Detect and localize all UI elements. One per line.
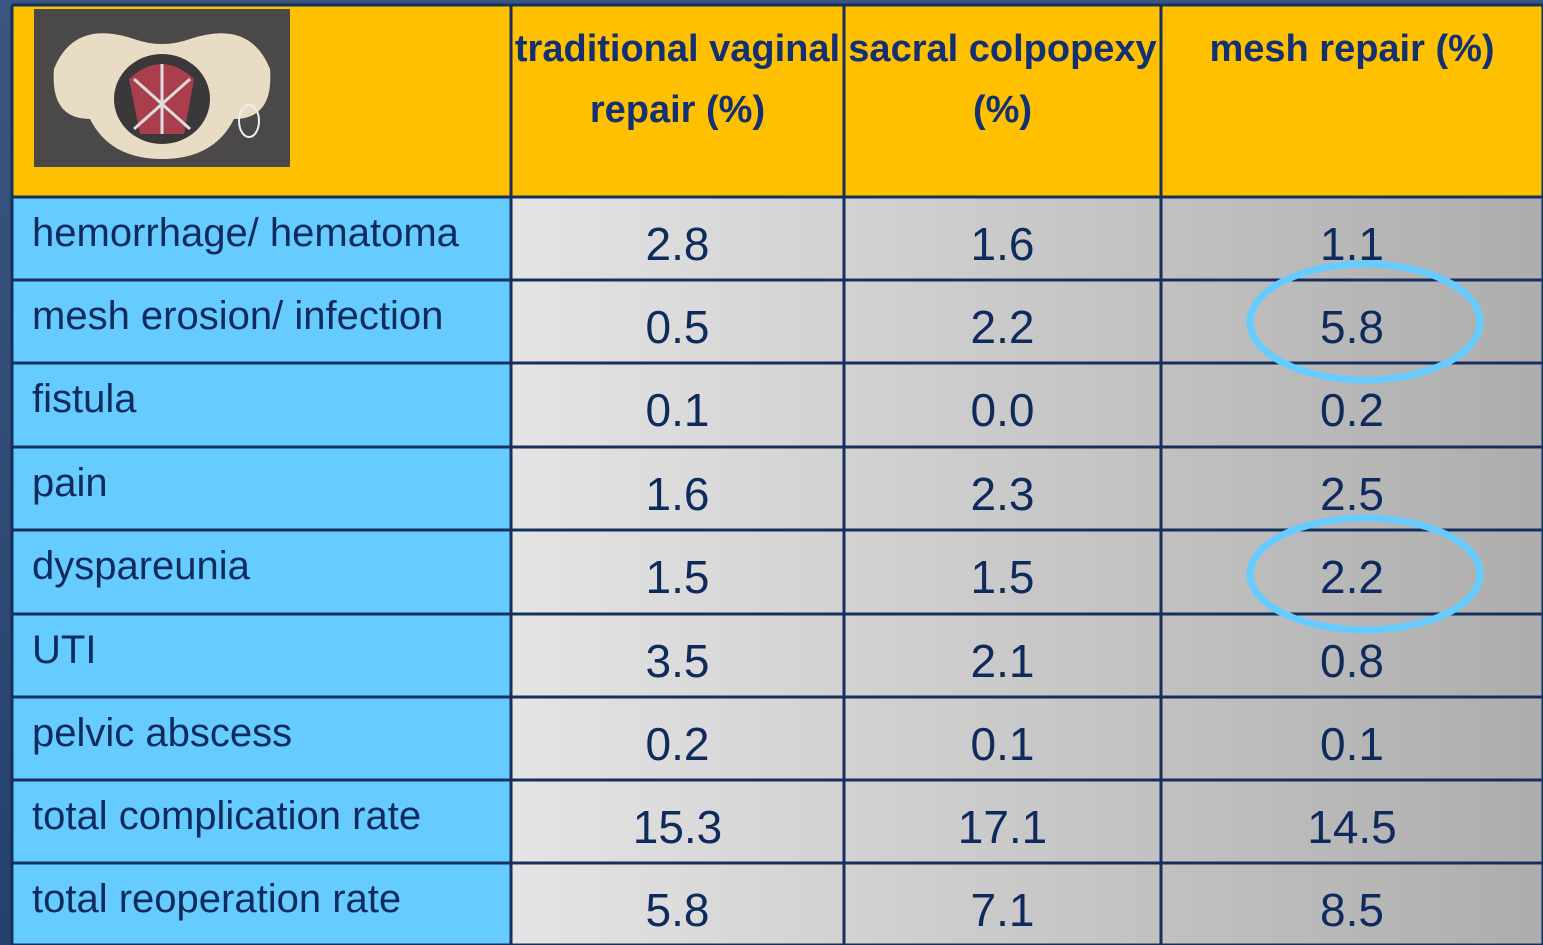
value-cell: 17.1 [957,801,1048,853]
row-label: pain [12,447,511,530]
value-cell: 2.5 [1320,468,1384,520]
value-cell: 7.1 [970,884,1035,936]
value-cell: 0.8 [1320,635,1384,687]
highlight-oval [1246,260,1484,384]
highlight-oval [1246,514,1484,634]
value-cell: 0.2 [645,718,710,770]
value-cell: 1.5 [645,551,710,603]
value-cell: 14.5 [1307,801,1397,853]
pelvis-image [34,9,290,167]
header-cell: sacral colpopexy (%) [844,5,1161,197]
row-label: hemorrhage/ hematoma [12,197,511,280]
header-cell: mesh repair (%) [1161,5,1543,197]
value-cell: 0.2 [1320,384,1384,436]
value-cell: 5.8 [1320,301,1384,353]
value-cell: 2.8 [645,218,710,270]
value-cell: 5.8 [645,884,710,936]
value-cell: 2.3 [970,468,1035,520]
value-cell: 2.2 [1320,551,1384,603]
value-cell: 0.5 [645,301,710,353]
value-cell: 1.6 [970,218,1035,270]
row-label: fistula [12,363,511,447]
value-cell: 0.0 [970,384,1035,436]
value-cell: 0.1 [645,384,710,436]
value-cell: 2.1 [970,635,1035,687]
value-cell: 15.3 [632,801,723,853]
row-label: dyspareunia [12,530,511,614]
value-cell: 1.6 [645,468,710,520]
corner-cell [12,5,511,197]
value-cell: 0.1 [970,718,1035,770]
header-cell: traditional vaginal repair (%) [511,5,844,197]
value-cell: 3.5 [645,635,710,687]
row-label: pelvic abscess [12,697,511,780]
value-cell: 1.5 [970,551,1035,603]
body-background [511,197,1543,945]
row-label: mesh erosion/ infection [12,280,511,363]
row-label: UTI [12,614,511,697]
row-label: total complication rate [12,780,511,863]
value-cell: 0.1 [1320,718,1384,770]
value-cell: 8.5 [1320,884,1384,936]
row-label: total reoperation rate [12,863,511,945]
value-cell: 2.2 [970,301,1035,353]
